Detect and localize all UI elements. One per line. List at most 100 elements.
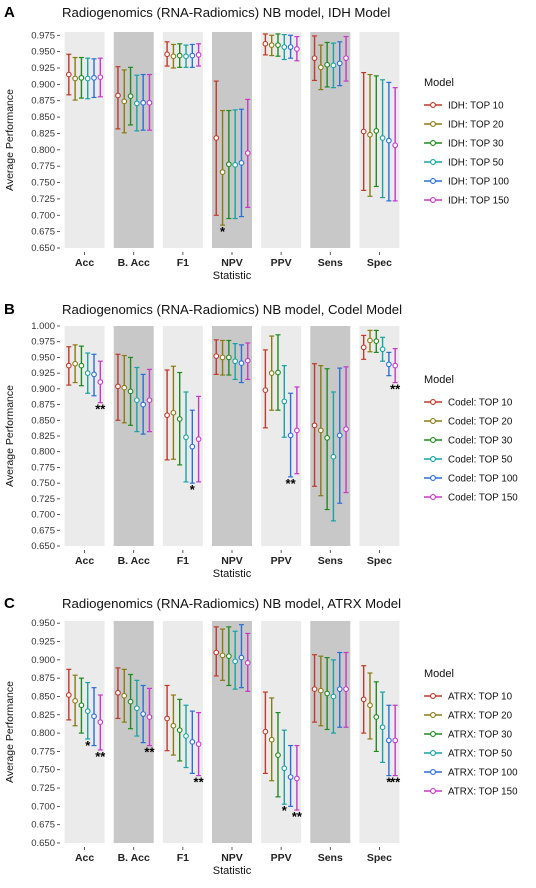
x-tick-label: Spec: [367, 852, 392, 864]
legend-label: IDH: TOP 20: [448, 120, 504, 131]
error-bar: [65, 346, 72, 386]
error-bar: [134, 366, 140, 433]
error-bar: [287, 744, 294, 807]
error-bar: [386, 351, 392, 377]
x-tick-label: NPV: [221, 257, 243, 269]
y-tick-label: 0.775: [31, 161, 55, 172]
significance-marker: *: [190, 482, 196, 497]
legend-label: IDH: TOP 100: [448, 177, 510, 188]
legend-title: Model: [424, 374, 454, 386]
legend-label: ATRX: TOP 20: [448, 711, 513, 722]
error-bar: [72, 56, 78, 101]
legend-label: Codel: TOP 10: [448, 398, 513, 409]
legend-swatch-point: [430, 437, 436, 443]
legend-item: IDH: TOP 10: [424, 101, 504, 112]
significance-marker: **: [292, 809, 303, 824]
data-point: [373, 127, 380, 134]
significance-marker: **: [95, 402, 106, 417]
data-point: [232, 358, 238, 365]
error-bar: [183, 704, 189, 769]
y-axis-label: Average Performance: [4, 681, 16, 783]
x-tick-label: PPV: [271, 852, 292, 864]
y-tick-label: 0.925: [31, 63, 55, 74]
error-bar: [189, 710, 196, 774]
y-tick-label: 0.850: [31, 691, 55, 702]
error-bar: [317, 655, 324, 727]
error-bar: [330, 42, 337, 89]
data-point: [392, 737, 399, 744]
error-bar: [275, 334, 281, 411]
y-tick-label: 0.950: [31, 47, 55, 58]
y-tick-label: 0.675: [31, 227, 55, 238]
legend-label: IDH: TOP 30: [448, 139, 504, 150]
data-point: [324, 690, 330, 697]
data-point: [91, 713, 97, 720]
error-bar: [367, 73, 373, 197]
error-bar: [127, 66, 134, 126]
category-band: [359, 32, 400, 248]
error-bar: [311, 654, 318, 723]
error-bar: [336, 651, 343, 728]
data-point: [294, 46, 300, 52]
error-bar: [294, 35, 300, 62]
error-bar: [121, 69, 128, 134]
data-point: [336, 432, 343, 439]
significance-marker: **: [286, 476, 297, 491]
data-point: [244, 150, 251, 156]
error-bar: [324, 41, 330, 88]
data-point: [115, 92, 121, 99]
error-bar: [115, 353, 121, 421]
significance-marker: **: [390, 382, 401, 397]
legend-swatch-point: [430, 102, 436, 108]
significance-marker: *: [85, 738, 91, 753]
data-point: [164, 51, 170, 58]
data-point: [170, 53, 177, 60]
data-point: [78, 74, 85, 81]
data-point: [311, 422, 318, 429]
data-point: [392, 142, 399, 149]
legend-label: ATRX: TOP 30: [448, 730, 513, 741]
error-bar: [219, 628, 226, 681]
legend-swatch-point: [430, 712, 436, 718]
data-point: [343, 55, 349, 62]
error-bar: [78, 345, 85, 387]
y-tick-label: 0.900: [31, 79, 55, 90]
significance-marker: *: [282, 803, 288, 818]
data-point: [134, 100, 140, 107]
data-point: [373, 338, 380, 344]
category-band: [113, 621, 154, 843]
data-point: [176, 52, 183, 59]
error-bar: [392, 704, 399, 777]
data-point: [330, 453, 337, 460]
error-bar: [164, 684, 170, 752]
data-point: [134, 397, 140, 404]
chart-title: Radiogenomics (RNA-Radiomics) NB model, …: [62, 596, 401, 611]
legend-item: IDH: TOP 20: [424, 120, 504, 131]
data-point: [91, 371, 97, 378]
data-point: [140, 711, 147, 717]
error-bar: [219, 109, 226, 226]
error-bar: [91, 687, 97, 747]
chart-panel-c: C Radiogenomics (RNA-Radiomics) NB model,…: [4, 595, 518, 877]
error-bar: [317, 365, 324, 497]
x-tick-label: Acc: [75, 257, 94, 269]
data-point: [127, 698, 134, 705]
legend-swatch-point: [430, 418, 436, 424]
y-tick-label: 0.725: [31, 783, 55, 794]
data-point: [275, 42, 281, 48]
data-point: [176, 727, 183, 734]
error-bar: [65, 668, 72, 721]
y-tick-label: 0.750: [31, 178, 55, 189]
significance-marker: *: [386, 775, 392, 790]
error-bar: [170, 365, 177, 460]
error-bar: [134, 679, 140, 737]
data-point: [115, 383, 121, 390]
error-bar: [213, 339, 220, 375]
y-tick-label: 0.875: [31, 96, 55, 107]
error-bar: [72, 344, 78, 384]
error-bar: [330, 659, 337, 734]
legend: Model Codel: TOP 10 Codel: TOP 20 Codel: TO…: [424, 374, 518, 504]
data-point: [330, 62, 337, 69]
data-point: [84, 708, 91, 714]
